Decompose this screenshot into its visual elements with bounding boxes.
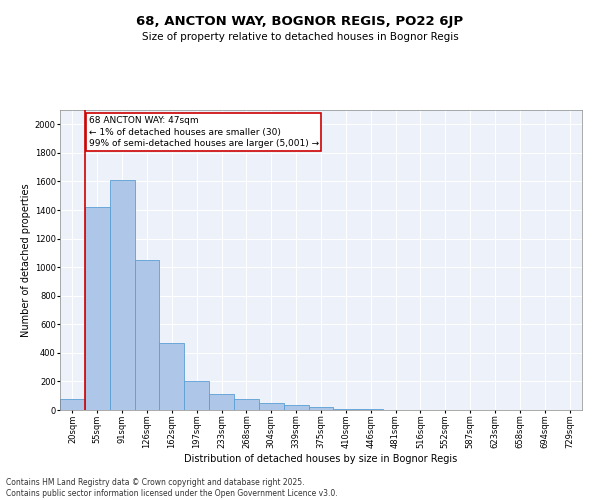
Bar xyxy=(110,180,134,410)
Text: 68, ANCTON WAY, BOGNOR REGIS, PO22 6JP: 68, ANCTON WAY, BOGNOR REGIS, PO22 6JP xyxy=(136,15,464,28)
Bar xyxy=(134,260,160,410)
Bar xyxy=(184,382,209,410)
Bar xyxy=(308,407,334,410)
Bar xyxy=(284,405,308,410)
X-axis label: Distribution of detached houses by size in Bognor Regis: Distribution of detached houses by size … xyxy=(184,454,458,464)
Text: 68 ANCTON WAY: 47sqm
← 1% of detached houses are smaller (30)
99% of semi-detach: 68 ANCTON WAY: 47sqm ← 1% of detached ho… xyxy=(89,116,319,148)
Bar xyxy=(334,408,358,410)
Text: Size of property relative to detached houses in Bognor Regis: Size of property relative to detached ho… xyxy=(142,32,458,42)
Bar xyxy=(85,207,110,410)
Text: Contains HM Land Registry data © Crown copyright and database right 2025.
Contai: Contains HM Land Registry data © Crown c… xyxy=(6,478,338,498)
Y-axis label: Number of detached properties: Number of detached properties xyxy=(20,183,31,337)
Bar xyxy=(60,398,85,410)
Bar xyxy=(160,343,184,410)
Bar xyxy=(259,403,284,410)
Bar xyxy=(234,400,259,410)
Bar xyxy=(209,394,234,410)
